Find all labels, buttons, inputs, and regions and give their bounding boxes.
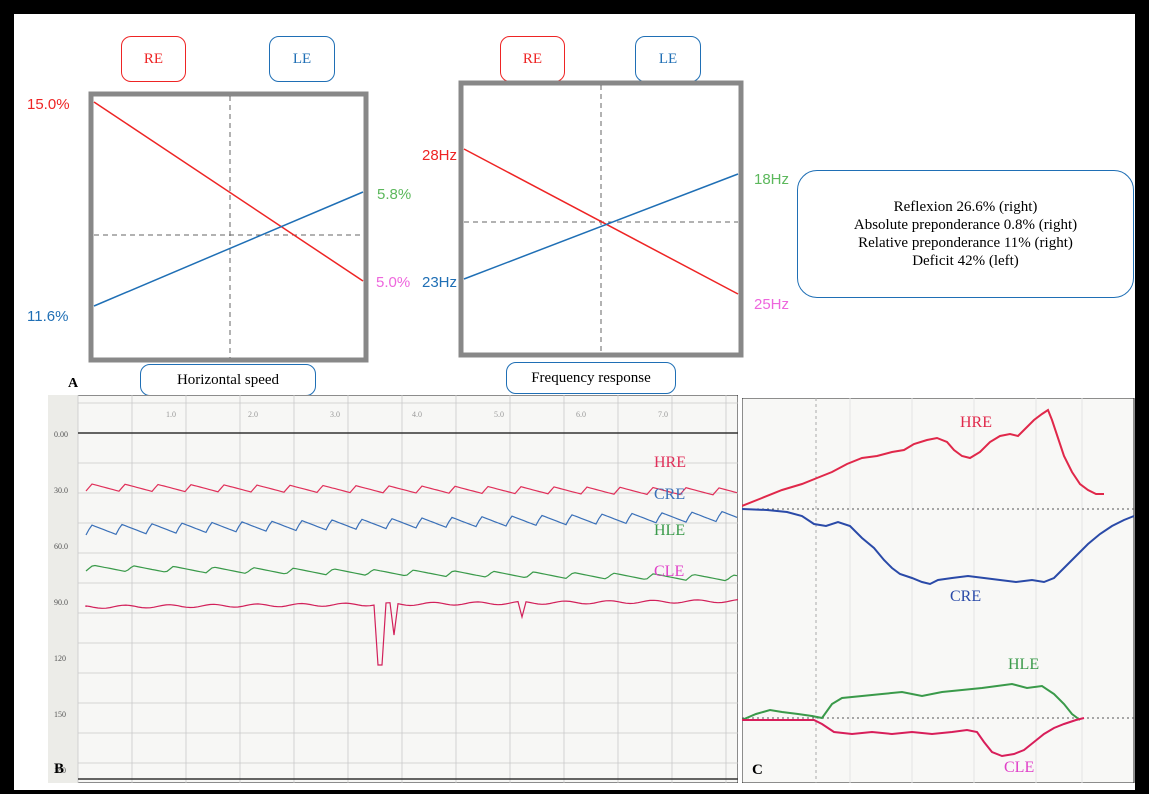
panel-c-hle-label: HLE	[1008, 656, 1040, 673]
info-line: Deficit 42% (left)	[912, 253, 1019, 269]
panel-b-y-tick: 0.00	[54, 430, 68, 439]
panel-b-x-tick: 6.0	[576, 410, 586, 419]
panel-b-y-tick: 150	[54, 710, 66, 719]
panel-c-hre-trace	[742, 408, 1104, 507]
info-line: Relative preponderance 11% (right)	[858, 235, 1073, 251]
box2-le-left-value: 23Hz	[422, 274, 458, 291]
box1-re-label: RE	[121, 36, 186, 82]
panel-c-cle-trace	[742, 717, 1085, 758]
results-info-box: Reflexion 26.6% (right) Absolute prepond…	[797, 170, 1134, 298]
panel-a-graphs	[88, 80, 744, 363]
panel-b-recording: 0.00 30.0 60.0 90.0 120 150 180 1.0 2.0 3.0 4.0 5.…	[48, 395, 738, 783]
panel-b-y-tick: 30.0	[54, 486, 68, 495]
panel-b-hre-trace	[85, 483, 738, 496]
box1-le-left-value: 11.6%	[27, 308, 69, 325]
panel-c-cle-label: CLE	[1004, 759, 1035, 776]
box2-re-right-value: 25Hz	[754, 296, 790, 313]
box2-re-left-value: 28Hz	[422, 147, 458, 164]
panel-c-hle-trace	[742, 682, 1081, 721]
box2-frame	[458, 80, 744, 358]
panel-b-cre-trace	[85, 510, 738, 536]
info-line: Reflexion 26.6% (right)	[893, 199, 1038, 215]
box1-le-line	[93, 191, 364, 307]
panel-b-grid	[77, 395, 738, 783]
box1-re-left-value: 15.0%	[27, 96, 70, 113]
panel-c-cre-label: CRE	[950, 588, 982, 605]
panel-b-cle-label: CLE	[654, 563, 685, 580]
panel-b-x-tick: 4.0	[412, 410, 422, 419]
panel-b-letter: B	[54, 761, 65, 777]
box2-re-line	[463, 148, 739, 295]
panel-b-x-tick: 1.0	[166, 410, 176, 419]
panel-b-cre-label: CRE	[654, 486, 686, 503]
panel-c-recording	[742, 398, 1135, 783]
panel-b-cle-trace	[85, 599, 738, 666]
box1-re-right-value: 5.0%	[376, 274, 411, 291]
panel-a-letter: A	[68, 376, 79, 391]
panel-b-hre-label: HRE	[654, 454, 686, 471]
figure-frame: RE LE RE LE 15.0% 11.6% 5.8% 5.0% 28Hz 2…	[14, 14, 1135, 790]
panel-b-x-ticks: 1.0 2.0 3.0 4.0 5.0 6.0 7.0	[166, 410, 668, 419]
panel-b-x-tick: 3.0	[330, 410, 340, 419]
panel-b-x-tick: 2.0	[248, 410, 258, 419]
panel-b-y-tick: 90.0	[54, 598, 68, 607]
box1-re-line	[93, 101, 364, 282]
box1-caption: Horizontal speed	[140, 364, 316, 396]
box2-le-right-value: 18Hz	[754, 171, 790, 188]
box1-le-label: LE	[269, 36, 335, 82]
panel-c-letter: C	[752, 762, 763, 778]
box1-frame	[88, 91, 369, 363]
info-line: Absolute preponderance 0.8% (right)	[853, 217, 1078, 233]
box2-re-label: RE	[500, 36, 565, 82]
box2-le-line	[463, 173, 739, 280]
box2-caption: Frequency response	[506, 362, 676, 394]
panel-c-cre-trace	[742, 508, 1135, 586]
panel-b-x-tick: 7.0	[658, 410, 668, 419]
panel-b-x-tick: 5.0	[494, 410, 504, 419]
panel-b-hle-label: HLE	[654, 522, 686, 539]
panel-b-y-tick: 60.0	[54, 542, 68, 551]
panel-b-hle-trace	[85, 564, 738, 582]
box1-le-right-value: 5.8%	[377, 186, 412, 203]
panel-c-hre-label: HRE	[960, 414, 992, 431]
panel-b-y-tick: 120	[54, 654, 66, 663]
panel-b-y-tick: 180	[54, 766, 66, 775]
panel-b-y-ticks: 0.00 30.0 60.0 90.0 120 150 180	[54, 430, 68, 775]
